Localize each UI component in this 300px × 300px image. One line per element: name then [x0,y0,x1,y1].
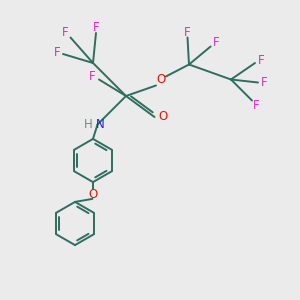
Text: F: F [253,99,260,112]
Text: F: F [54,46,60,59]
Text: F: F [62,26,68,39]
Text: N: N [95,118,104,131]
Text: F: F [261,76,268,89]
Text: O: O [156,73,165,86]
Text: F: F [213,36,220,50]
Text: F: F [93,21,100,34]
Text: O: O [88,188,98,202]
Text: F: F [89,70,96,83]
Text: O: O [158,110,167,124]
Text: F: F [184,26,191,39]
Text: H: H [83,118,92,131]
Text: F: F [258,53,264,67]
